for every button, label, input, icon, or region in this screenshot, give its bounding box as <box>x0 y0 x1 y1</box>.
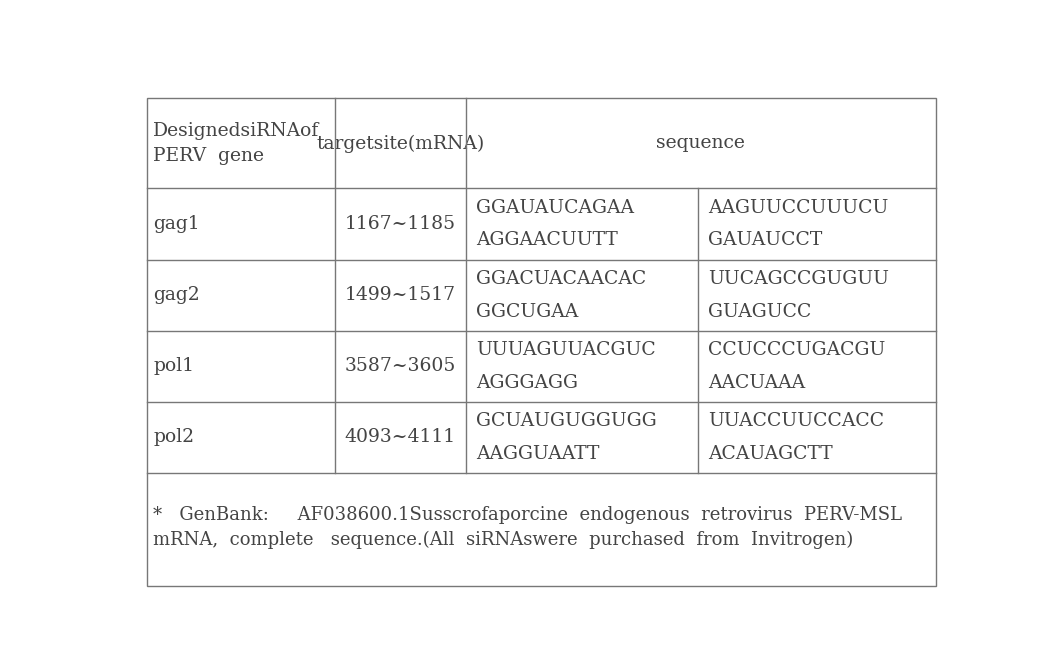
Text: AGGGAGG: AGGGAGG <box>475 374 578 391</box>
Text: gag1: gag1 <box>153 215 200 233</box>
Text: pol2: pol2 <box>153 428 194 446</box>
Text: AAGGUAATT: AAGGUAATT <box>475 445 599 463</box>
Text: GGCUGAA: GGCUGAA <box>475 302 578 320</box>
Text: GUAGUCC: GUAGUCC <box>709 302 811 320</box>
Text: GGACUACAACAC: GGACUACAACAC <box>475 270 646 288</box>
Text: GAUAUCCT: GAUAUCCT <box>709 231 823 250</box>
Text: AGGAACUUTT: AGGAACUUTT <box>475 231 618 250</box>
Text: PERV  gene: PERV gene <box>153 147 264 165</box>
Text: *   GenBank:     AF038600.1Susscrofaporcine  endogenous  retrovirus  PERV-MSL: * GenBank: AF038600.1Susscrofaporcine en… <box>153 506 902 524</box>
Text: UUACCUUCCACC: UUACCUUCCACC <box>709 412 884 429</box>
Text: UUUAGUUACGUC: UUUAGUUACGUC <box>475 341 656 359</box>
Text: 4093~4111: 4093~4111 <box>344 428 456 446</box>
Text: 1499~1517: 1499~1517 <box>344 286 456 304</box>
Text: UUCAGCCGUGUU: UUCAGCCGUGUU <box>709 270 889 288</box>
Text: 3587~3605: 3587~3605 <box>344 357 456 375</box>
Text: ACAUAGCTT: ACAUAGCTT <box>709 445 833 463</box>
Text: mRNA,  complete   sequence.(All  siRNAswere  purchased  from  Invitrogen): mRNA, complete sequence.(All siRNAswere … <box>153 531 853 549</box>
Text: 1167~1185: 1167~1185 <box>344 215 456 233</box>
Text: targetsite(mRNA): targetsite(mRNA) <box>317 134 485 153</box>
Text: GGAUAUCAGAA: GGAUAUCAGAA <box>475 199 634 217</box>
Text: CCUCCCUGACGU: CCUCCCUGACGU <box>709 341 886 359</box>
Text: gag2: gag2 <box>153 286 200 304</box>
Text: AACUAAA: AACUAAA <box>709 374 806 391</box>
Text: pol1: pol1 <box>153 357 194 375</box>
Text: sequence: sequence <box>657 134 746 153</box>
Text: GCUAUGUGGUGG: GCUAUGUGGUGG <box>475 412 657 429</box>
Text: DesignedsiRNAof: DesignedsiRNAof <box>153 122 320 140</box>
Text: AAGUUCCUUUCU: AAGUUCCUUUCU <box>709 199 888 217</box>
